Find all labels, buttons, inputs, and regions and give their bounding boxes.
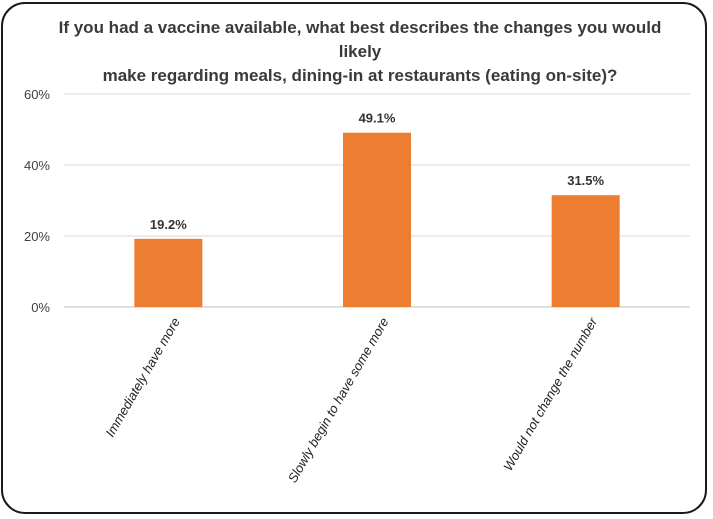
chart-title: If you had a vaccine available, what bes… bbox=[40, 16, 680, 88]
y-tick-label: 60% bbox=[24, 87, 50, 102]
data-label: 31.5% bbox=[567, 173, 604, 188]
y-tick-label: 0% bbox=[31, 300, 50, 315]
category-label: Slowly begin to have some more bbox=[285, 315, 392, 485]
chart-title-line-1: If you had a vaccine available, what bes… bbox=[58, 18, 662, 61]
data-label: 49.1% bbox=[359, 111, 396, 126]
y-tick-label: 40% bbox=[24, 158, 50, 173]
y-tick-label: 20% bbox=[24, 229, 50, 244]
bar bbox=[343, 132, 411, 307]
chart-title-line-2: make regarding meals, dining-in at resta… bbox=[102, 66, 618, 85]
data-label: 19.2% bbox=[150, 217, 187, 232]
bar bbox=[551, 195, 620, 307]
category-label: Would not change the number bbox=[500, 314, 600, 473]
bar bbox=[134, 238, 203, 307]
category-label: Immediately have more bbox=[102, 315, 183, 440]
